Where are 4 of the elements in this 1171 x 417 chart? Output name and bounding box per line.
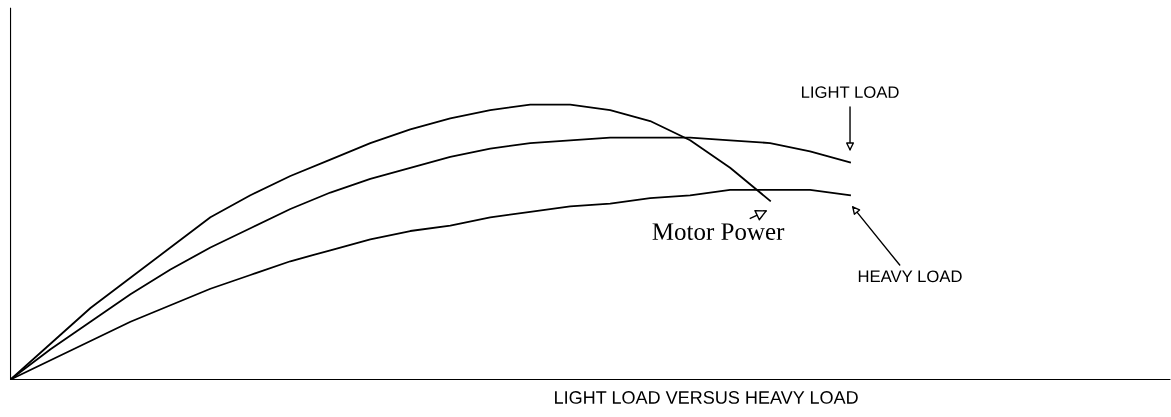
legend-label: Motor Power <box>652 223 785 241</box>
text: HEAVY LOAD <box>858 270 962 283</box>
x-axis-title: LIGHT LOAD VERSUS HEAVY LOAD <box>555 391 858 404</box>
text: LIGHT LOAD <box>801 86 899 99</box>
